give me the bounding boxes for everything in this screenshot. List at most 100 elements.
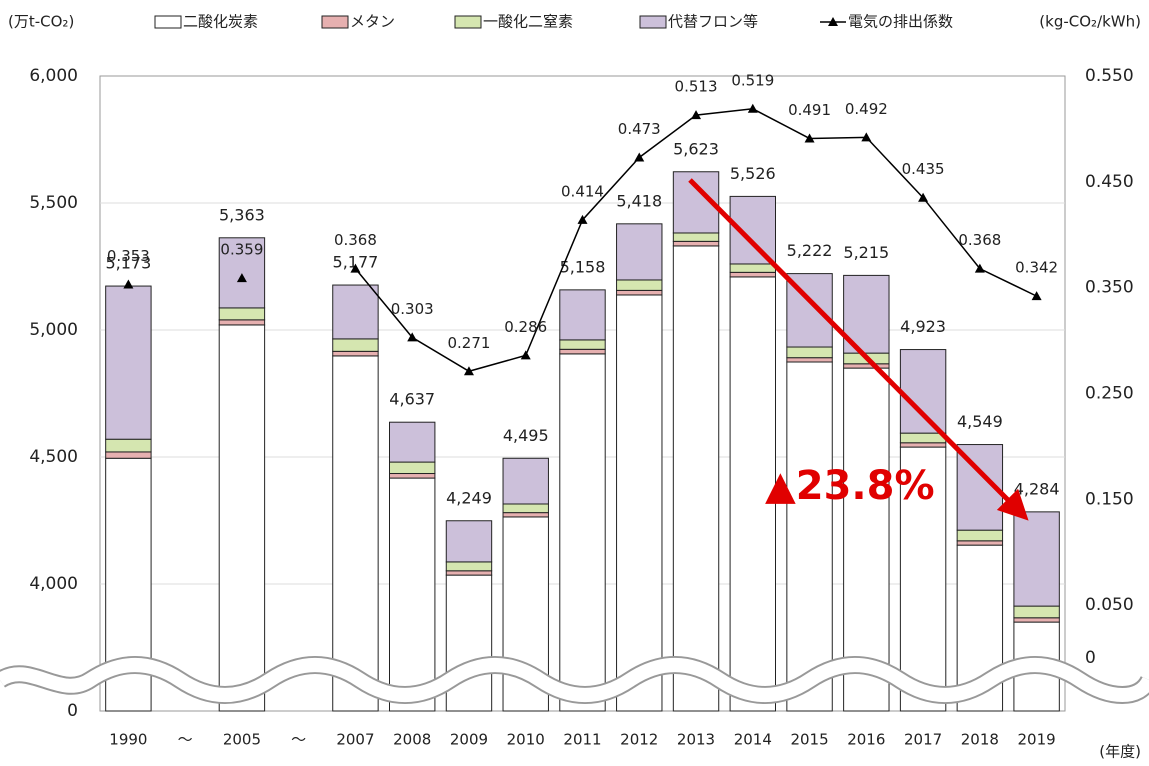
legend-swatch (454, 15, 482, 29)
bar-segment (332, 355, 379, 712)
bar-segment (218, 324, 266, 712)
bar-segment (843, 363, 890, 369)
bar-segment (218, 307, 266, 321)
bar-segment (105, 285, 152, 440)
bar-segment (899, 349, 947, 434)
x-tick-label: 2013 (677, 731, 715, 749)
y-tick-label: 6,000 (29, 66, 78, 86)
y2-tick-label: 0.150 (1085, 489, 1134, 509)
total-label: 5,222 (787, 241, 833, 260)
bar-segment (956, 540, 1004, 546)
y-tick-label: 5,500 (29, 193, 78, 213)
line-marker (918, 192, 929, 202)
bar-segment (616, 279, 663, 291)
bar-segment (502, 457, 549, 505)
total-label: 4,549 (957, 412, 1003, 431)
line-value-label: 0.491 (788, 101, 831, 119)
bar-segment (729, 263, 777, 273)
total-label: 4,249 (446, 488, 492, 507)
bar-segment (786, 357, 833, 363)
line-value-label: 0.368 (334, 231, 377, 249)
line-marker (407, 332, 418, 342)
bar-segment (332, 338, 379, 352)
x-tick-label: 2014 (734, 731, 772, 749)
bar-segment (559, 353, 606, 712)
total-label: 5,418 (616, 191, 662, 210)
bar-segment (672, 245, 720, 712)
bar-segment (332, 350, 379, 357)
x-tick-label: 2009 (450, 731, 488, 749)
y-tick-label: 5,000 (29, 320, 78, 340)
x-tick-label: ～ (291, 731, 306, 749)
legend-label: 電気の排出係数 (848, 13, 953, 31)
legend-label: 二酸化炭素 (183, 13, 258, 31)
bar-segment (445, 561, 493, 572)
y2-tick-label: 0.250 (1085, 384, 1134, 404)
bar-segment (786, 361, 833, 712)
bar-segment (445, 574, 493, 712)
x-tick-label: 2010 (507, 731, 545, 749)
bar-segment (105, 438, 152, 453)
bar-segment (559, 339, 606, 350)
bar-segment (502, 503, 549, 514)
bar-segment (843, 367, 890, 712)
x-tick-label: 2017 (904, 731, 942, 749)
line-value-label: 0.513 (675, 78, 718, 96)
bar-segment (616, 294, 663, 712)
total-label: 5,177 (333, 253, 379, 272)
y2-tick-label: 0.050 (1085, 595, 1134, 615)
line-marker (123, 279, 134, 289)
bar-segment (389, 477, 436, 712)
bar-segment (389, 473, 436, 479)
total-label: 5,363 (219, 205, 265, 224)
annotation: ▲23.8% (765, 463, 935, 509)
line-marker (1031, 291, 1042, 301)
total-label: 5,215 (843, 243, 889, 262)
axis-break (0, 658, 1149, 702)
line-value-label: 0.342 (1015, 259, 1058, 277)
x-tick-label: 1990 (109, 731, 147, 749)
y2-tick-label: 0.450 (1085, 172, 1134, 192)
total-label: 4,495 (503, 426, 549, 445)
bar-segment (899, 442, 947, 448)
legend-marker (828, 17, 838, 26)
x-tick-label: 2011 (563, 731, 601, 749)
line-marker (463, 366, 474, 376)
x-axis-label: (年度) (1099, 743, 1141, 761)
total-label: 5,526 (730, 164, 776, 183)
line-marker (804, 133, 815, 143)
y2-tick-label: 0.550 (1085, 66, 1134, 86)
bar-segment (389, 421, 436, 463)
bar-segment (616, 223, 663, 281)
bar-segment (1013, 605, 1060, 619)
bar-segment (559, 289, 606, 341)
bar-segment (672, 240, 720, 247)
x-tick-label: ～ (178, 731, 193, 749)
x-tick-label: 2012 (620, 731, 658, 749)
trend-arrow (688, 178, 1029, 521)
bar-segment (1013, 511, 1060, 607)
line-marker (350, 263, 361, 273)
total-label: 5,623 (673, 139, 719, 158)
bar-segment (672, 232, 720, 242)
total-label: 4,284 (1014, 479, 1060, 498)
bar-segment (786, 273, 833, 348)
bar-segment (218, 237, 266, 309)
line-value-label: 0.271 (447, 334, 490, 352)
bar-segment (956, 529, 1004, 542)
legend-swatch (154, 15, 182, 29)
total-label: 5,158 (560, 257, 606, 276)
legend-label: メタン (350, 13, 395, 31)
legend-label: 代替フロン等 (668, 13, 758, 31)
x-tick-label: 2019 (1018, 731, 1056, 749)
line-value-label: 0.492 (845, 100, 888, 118)
line-value-label: 0.519 (731, 71, 774, 89)
x-tick-label: 2016 (847, 731, 885, 749)
bar-segment (559, 348, 606, 355)
line-marker (577, 214, 588, 224)
y-tick-label: 4,500 (29, 447, 78, 467)
line-value-label: 0.414 (561, 182, 604, 200)
bar-segment (899, 432, 947, 444)
line-value-label: 0.359 (220, 241, 263, 259)
